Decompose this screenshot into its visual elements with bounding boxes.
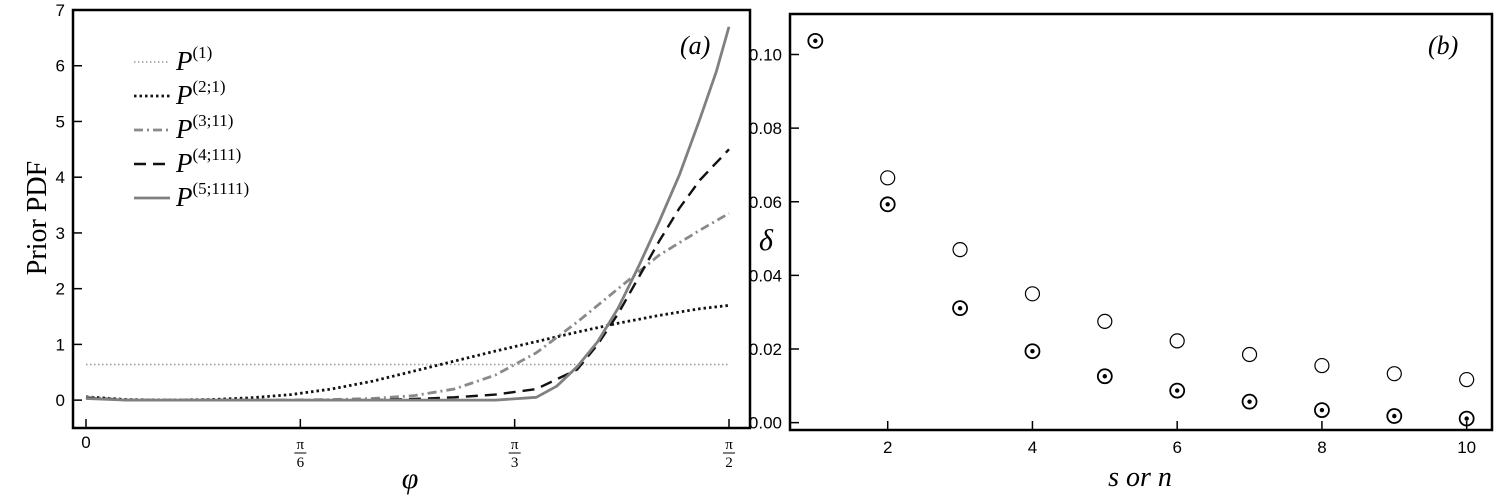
b-ytick-label: 0.10 (749, 45, 782, 64)
b-point-circled-dot (1386, 408, 1403, 424)
a-legend-base: P (175, 182, 193, 212)
b-point-circled-dot (1096, 368, 1113, 385)
a-legend-label-2: P(2;1) (175, 77, 226, 110)
panel-b-xlabel: s or n (1108, 462, 1172, 493)
a-legend-label-5: P(5;1111) (175, 179, 249, 212)
panel-b-frame (788, 12, 1494, 432)
a-xtick-numerator: π (725, 437, 733, 453)
a-xtick-denominator: 3 (511, 455, 519, 471)
b-point-circled-dot (952, 300, 968, 317)
b-point-open-circle (1169, 333, 1185, 349)
b-point-open-circle (1024, 286, 1041, 302)
b-point-open-circle (1386, 366, 1402, 382)
b-ytick-label: 0.06 (749, 193, 782, 212)
panel-b-ylabel: δ (759, 224, 774, 257)
panel-b-points (807, 32, 1475, 427)
b-point-open-circle (1314, 357, 1330, 374)
b-xtick-label: 4 (1028, 438, 1037, 457)
a-ytick-label: 1 (56, 335, 65, 354)
a-ytick-label: 4 (56, 168, 65, 187)
a-legend-base: P (175, 114, 193, 144)
a-xtick-denominator: 6 (297, 455, 305, 471)
b-xtick-label: 6 (1172, 438, 1181, 457)
a-legend-label-3: P(3;11) (175, 111, 233, 144)
b-point-circled-dot (1314, 402, 1330, 419)
b-ytick-label: 0.04 (749, 266, 782, 285)
panel-a-legend: P(1)P(2;1)P(3;11)P(4;111)P(5;1111) (134, 43, 249, 212)
a-xtick-label: 0 (81, 433, 90, 452)
a-ytick-label: 3 (56, 224, 65, 243)
panel-a-lines (85, 26, 731, 402)
b-point-circled-dot (879, 196, 896, 213)
panel-b-label: (b) (1428, 31, 1458, 60)
a-series-line-4 (85, 148, 730, 402)
b-point-open-circle (1097, 313, 1113, 329)
a-legend-base: P (175, 46, 193, 76)
panel-a-axes: 0 1 2 3 4 5 6 7 0 π 6 π 3 π 2 (56, 1, 735, 471)
a-legend-superscript: (2;1) (193, 77, 226, 96)
b-xtick-label: 8 (1317, 438, 1326, 457)
b-ytick-label: 0.02 (749, 340, 782, 359)
a-xtick-numerator: π (511, 437, 519, 453)
a-ytick-label: 5 (56, 112, 65, 131)
panel-a-xlabel: φ (402, 462, 419, 495)
a-series-line-5 (85, 26, 731, 402)
panel-a-label: (a) (680, 31, 710, 60)
b-ytick-label: 0.00 (749, 414, 782, 433)
a-xtick-numerator: π (297, 437, 305, 453)
panel-b: (b) δ s or n 0.00 0.02 0.04 0.06 0.08 0.10 2 4 6… (749, 12, 1494, 493)
b-xtick-label: 2 (883, 438, 892, 457)
a-ytick-label: 7 (56, 1, 65, 20)
panel-a-ylabel: Prior PDF (22, 161, 53, 275)
a-legend-label-1: P(1) (175, 43, 212, 76)
a-ytick-label: 6 (56, 57, 65, 76)
a-series-line-3 (85, 212, 730, 402)
b-point-circled-dot (1458, 410, 1475, 427)
a-series-line-2 (85, 304, 730, 402)
b-point-circled-dot (1241, 393, 1258, 410)
a-legend-superscript: (4;111) (193, 145, 242, 164)
b-point-open-circle (952, 242, 968, 258)
panel-b-axes: 0.00 0.02 0.04 0.06 0.08 0.10 2 4 6 8 10 (749, 45, 1476, 457)
a-ytick-label: 2 (56, 280, 65, 299)
a-ytick-label: 0 (56, 391, 65, 410)
a-legend-label-4: P(4;111) (175, 145, 241, 178)
b-xtick-label: 10 (1457, 438, 1476, 457)
a-xtick-denominator: 2 (725, 455, 733, 471)
a-legend-base: P (175, 80, 193, 110)
a-legend-superscript: (5;1111) (193, 179, 250, 198)
b-ytick-label: 0.08 (749, 119, 782, 138)
b-point-circled-dot (1169, 382, 1186, 399)
a-legend-superscript: (1) (193, 43, 213, 62)
panel-a-frame (71, 8, 752, 430)
b-point-open-circle (1459, 371, 1475, 388)
b-point-open-circle (880, 170, 896, 186)
b-point-open-circle (1241, 346, 1258, 363)
b-point-circled-dot (807, 32, 824, 49)
b-point-circled-dot (1024, 343, 1041, 360)
a-legend-superscript: (3;11) (193, 111, 234, 130)
a-legend-base: P (175, 148, 193, 178)
